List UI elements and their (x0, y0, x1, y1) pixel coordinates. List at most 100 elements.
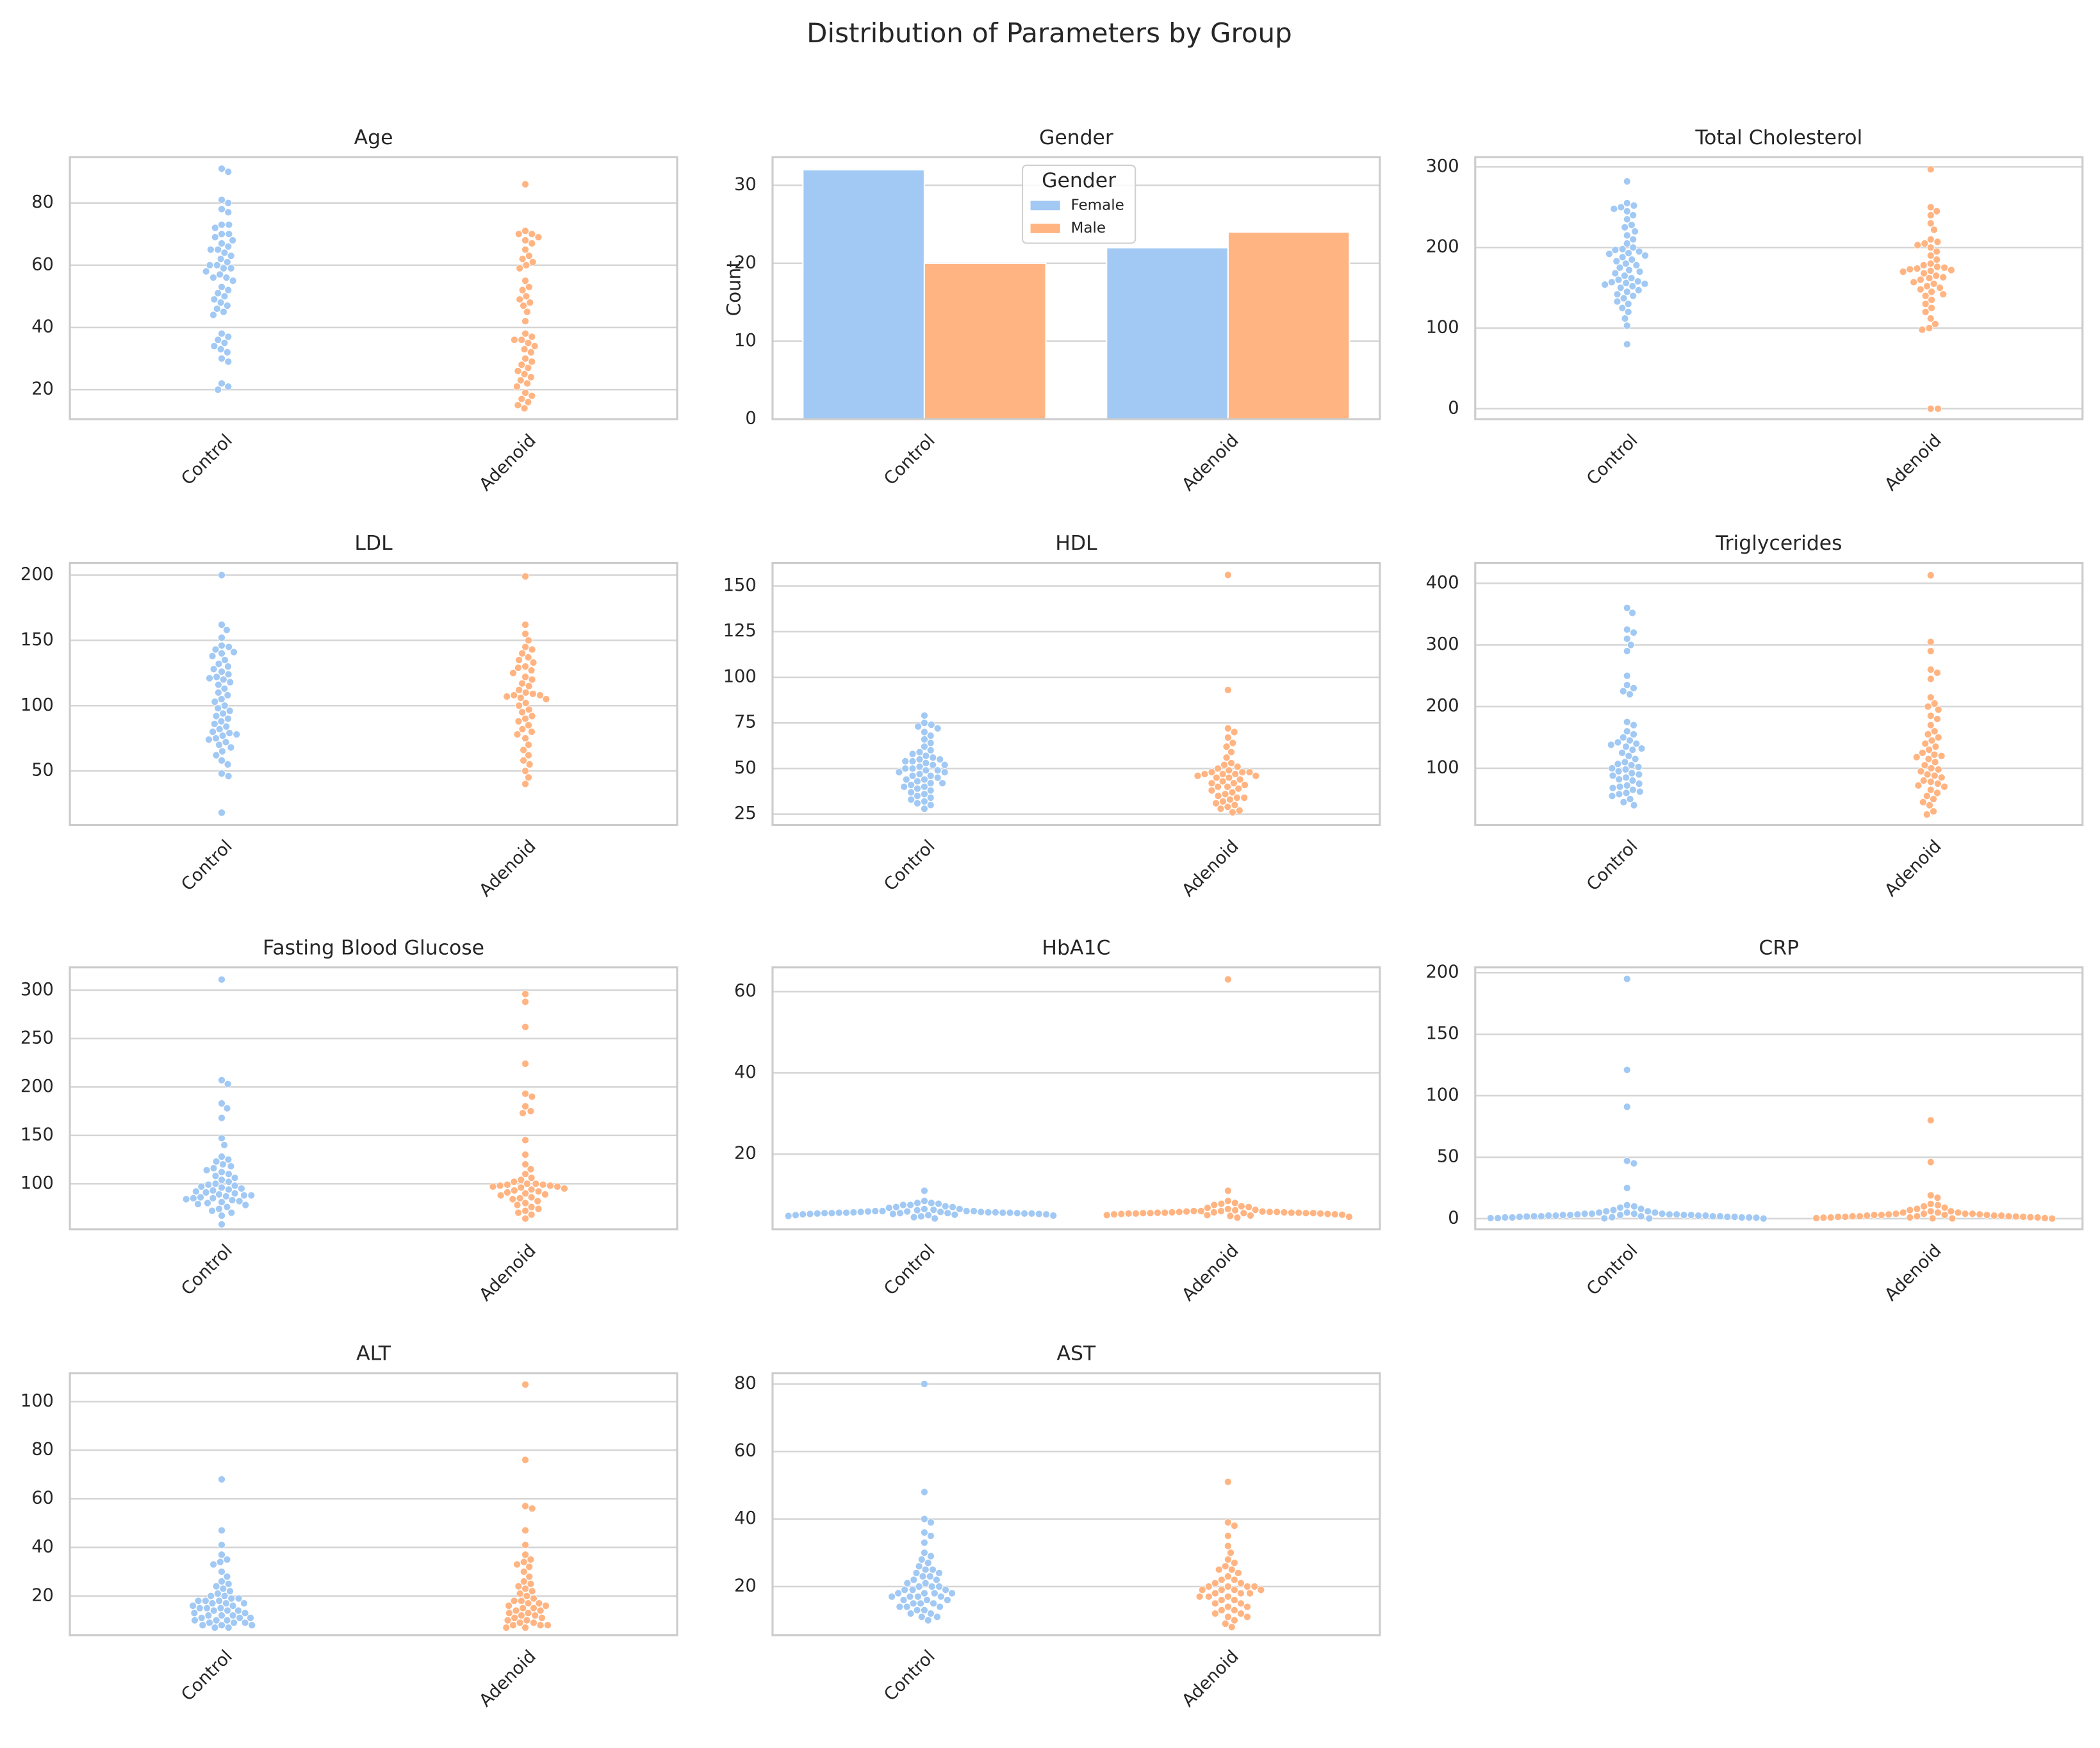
swarm-point (224, 383, 233, 390)
swarm-point (520, 757, 527, 764)
swarm-point (1213, 773, 1220, 782)
swarm-point (921, 1579, 930, 1587)
swarm-point (197, 1193, 204, 1201)
swarm-point (515, 686, 523, 694)
swarm-point (936, 755, 944, 763)
swarm-point (1848, 1212, 1857, 1220)
swarm-point (1625, 249, 1632, 257)
swarm-point (1231, 1559, 1238, 1567)
swarm-point (212, 1157, 220, 1166)
swarm-point (1925, 746, 1933, 754)
y-tick-label: 150 (1426, 1024, 1459, 1044)
swarm-point (1932, 272, 1940, 280)
swarm-point (899, 1201, 907, 1209)
swarm-point (1595, 1208, 1603, 1217)
swarm-point (521, 630, 529, 638)
swarm-point (1934, 705, 1942, 714)
swarm-point (505, 1602, 513, 1610)
swarm-point (1580, 1210, 1589, 1218)
subplot-title: LDL (354, 532, 393, 555)
swarm-point (217, 299, 225, 306)
swarm-point (218, 641, 226, 650)
swarm-point (929, 1565, 937, 1574)
swarm-point (528, 675, 536, 684)
swarm-point (940, 768, 949, 776)
swarm-point (1906, 1214, 1914, 1221)
swarm-point (527, 373, 535, 381)
swarm-point (915, 1583, 923, 1590)
y-tick-label: 20 (31, 1585, 54, 1605)
swarm-point (218, 695, 226, 703)
swarm-point (1628, 609, 1636, 617)
swarm-point (914, 792, 921, 800)
swarm-point (921, 1538, 928, 1547)
swarm-point (1224, 1583, 1232, 1590)
swarm-point (1921, 292, 1930, 300)
swarm-point (1623, 625, 1631, 634)
swarm-point (224, 761, 232, 768)
swarm-point (530, 1604, 537, 1612)
swarm-point (215, 1205, 223, 1213)
swarm-point (519, 1109, 527, 1117)
swarm-point (194, 1597, 202, 1605)
swarm-point (1195, 1593, 1204, 1601)
swarm-point (941, 1202, 949, 1210)
swarm-point (1621, 315, 1629, 322)
swarm-point (1609, 784, 1617, 792)
swarm-point (977, 1208, 985, 1216)
swarm-point (214, 245, 222, 254)
swarm-point (2005, 1212, 2013, 1220)
swarm-point (1245, 1203, 1252, 1211)
swarm-point (241, 1619, 249, 1627)
swarm-point (927, 1532, 935, 1540)
swarm-point (195, 1604, 204, 1612)
swarm-point (1190, 1207, 1198, 1215)
swarm-point (215, 741, 223, 749)
swarm-point (527, 1107, 535, 1115)
swarm-point (215, 1597, 223, 1605)
swarm-point (1231, 801, 1239, 809)
swarm-point (214, 336, 222, 344)
swarm-point (224, 714, 232, 723)
swarm-point (939, 779, 946, 787)
swarm-point (1204, 1204, 1211, 1212)
swarm-point (229, 277, 237, 284)
swarm-point (1214, 792, 1222, 800)
swarm-point (231, 1189, 239, 1198)
swarm-point (521, 1090, 529, 1098)
swarm-point (226, 729, 233, 737)
swarm-point (224, 242, 233, 251)
swarm-point (921, 1515, 928, 1523)
swarm-point (1618, 749, 1626, 757)
swarm-point (212, 712, 220, 720)
swarm-point (523, 1592, 531, 1600)
swarm-point (921, 775, 928, 784)
swarm-point (906, 1201, 914, 1209)
swarm-point (215, 660, 223, 668)
swarm-point (1926, 315, 1935, 322)
legend-swatch (1030, 201, 1060, 211)
swarm-point (929, 761, 937, 769)
swarm-point (1602, 1207, 1611, 1216)
swarm-point (218, 1076, 226, 1084)
swarm-point (521, 689, 530, 697)
swarm-point (1208, 768, 1216, 776)
swarm-point (1211, 1610, 1219, 1617)
swarm-point (215, 725, 224, 733)
swarm-point (1634, 277, 1642, 285)
swarm-point (223, 626, 231, 634)
swarm-point (515, 230, 523, 238)
swarm-point (1049, 1212, 1058, 1219)
swarm-point (202, 1166, 211, 1174)
swarm-point (1918, 326, 1926, 334)
swarm-point (1841, 1213, 1850, 1221)
swarm-point (521, 245, 529, 254)
swarm-point (1623, 1208, 1631, 1217)
swarm-point (1623, 1184, 1631, 1192)
swarm-point (1559, 1211, 1567, 1219)
swarm-point (1630, 202, 1638, 210)
swarm-point (212, 1582, 220, 1590)
swarm-point (1154, 1208, 1161, 1217)
swarm-point (1629, 292, 1637, 300)
swarm-point (1636, 268, 1644, 276)
